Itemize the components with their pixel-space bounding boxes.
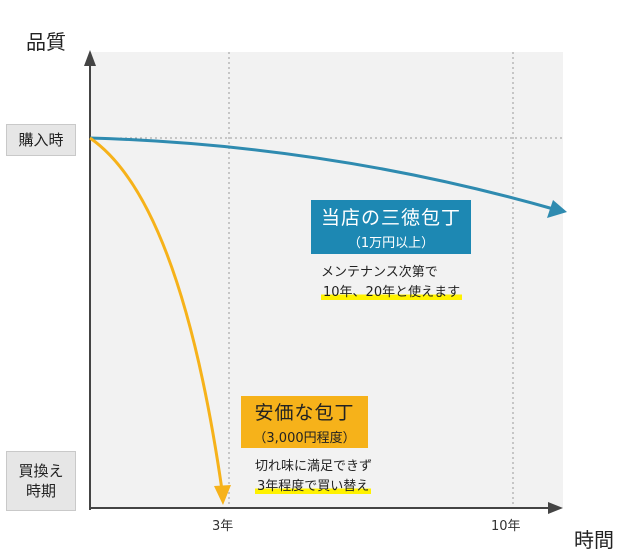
y-label-replacement: 買換え 時期 bbox=[6, 451, 76, 511]
y-axis-title: 品質 bbox=[26, 30, 66, 54]
santoku-note-line1: メンテナンス次第で bbox=[321, 265, 438, 280]
x-axis-arrowhead bbox=[548, 502, 563, 514]
santoku-label-box: 当店の三徳包丁 （1万円以上） bbox=[311, 200, 471, 254]
x-tick-10-years: 10年 bbox=[491, 519, 521, 534]
y-axis-arrowhead bbox=[84, 50, 96, 66]
y-label-purchase: 購入時 bbox=[6, 124, 76, 156]
y-label-purchase-text: 購入時 bbox=[18, 130, 64, 149]
santoku-subtitle: （1万円以上） bbox=[347, 236, 435, 251]
santoku-note-line2: 10年、20年と使えます bbox=[321, 285, 463, 300]
cheap-knife-title: 安価な包丁 bbox=[254, 402, 355, 424]
cheap-arrowhead bbox=[214, 485, 231, 505]
x-axis-title: 時間 bbox=[574, 528, 614, 552]
cheap-knife-label-box: 安価な包丁 （3,000円程度） bbox=[241, 396, 368, 448]
x-tick-3-years: 3年 bbox=[212, 519, 234, 534]
santoku-arrowhead bbox=[547, 200, 567, 218]
santoku-title: 当店の三徳包丁 bbox=[320, 207, 461, 229]
cheap-curve bbox=[89, 136, 224, 491]
cheap-knife-note-line1: 切れ味に満足できず bbox=[255, 459, 373, 474]
santoku-note: メンテナンス次第で 10年、20年と使えます bbox=[321, 263, 463, 303]
cheap-knife-subtitle: （3,000円程度） bbox=[253, 431, 356, 446]
santoku-curve bbox=[89, 136, 558, 212]
cheap-knife-note-line2: 3年程度で買い替え bbox=[255, 479, 372, 494]
y-label-replacement-line2: 時期 bbox=[25, 482, 56, 500]
y-label-replacement-line1: 買換え bbox=[18, 461, 64, 480]
cheap-knife-note: 切れ味に満足できず 3年程度で買い替え bbox=[255, 457, 372, 497]
